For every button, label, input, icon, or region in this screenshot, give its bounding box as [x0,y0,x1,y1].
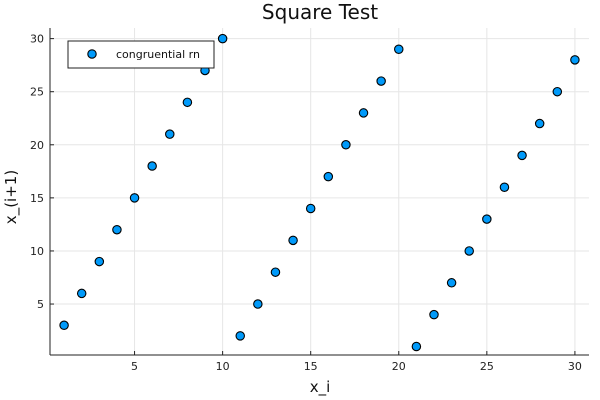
data-points [59,33,580,352]
grid [50,28,589,355]
data-point [570,55,580,65]
data-point [165,129,175,139]
data-point [235,331,245,341]
x-tick-label: 10 [216,360,230,373]
x-tick-label: 20 [392,360,406,373]
data-point [482,214,492,224]
data-point [464,246,474,256]
data-point [552,86,563,97]
axes [49,28,589,356]
y-tick-label: 10 [30,245,44,258]
y-tick-label: 15 [30,192,44,205]
x-tick-label: 30 [568,360,582,373]
y-tick-label: 30 [30,33,44,46]
data-point [358,108,369,118]
data-point [446,278,457,288]
data-point [376,76,386,86]
data-point [534,118,545,129]
x-axis-label: x_i [310,378,331,397]
data-point [323,171,334,182]
data-point [217,33,228,44]
data-point [253,299,263,309]
x-tick-label: 25 [480,360,494,373]
data-point [517,150,527,161]
data-point [129,193,140,203]
data-point [59,320,69,331]
legend: congruential rn [67,40,215,69]
data-point [429,309,439,320]
y-tick-label: 20 [30,139,44,152]
y-tick-label: 5 [37,298,44,311]
data-point [394,44,404,54]
data-point [499,182,510,193]
legend-series-label: congruential rn [116,48,200,61]
legend-marker [87,49,97,59]
x-tick-label: 15 [304,360,318,373]
chart-title: Square Test [262,0,378,24]
data-point [147,161,157,171]
data-point [76,288,87,299]
data-point [288,235,298,246]
y-axis-label: x_(i+1) [2,170,21,224]
data-point [94,256,105,267]
data-point [305,203,316,214]
data-point [411,341,422,352]
data-point [182,97,193,108]
tick-labels: 5 10 15 20 25 30 5 10 15 20 25 30 [30,33,582,373]
x-tick-label: 5 [131,360,138,373]
y-tick-label: 25 [30,86,44,99]
data-point [112,224,122,235]
data-point [341,140,351,150]
data-point [270,267,281,277]
